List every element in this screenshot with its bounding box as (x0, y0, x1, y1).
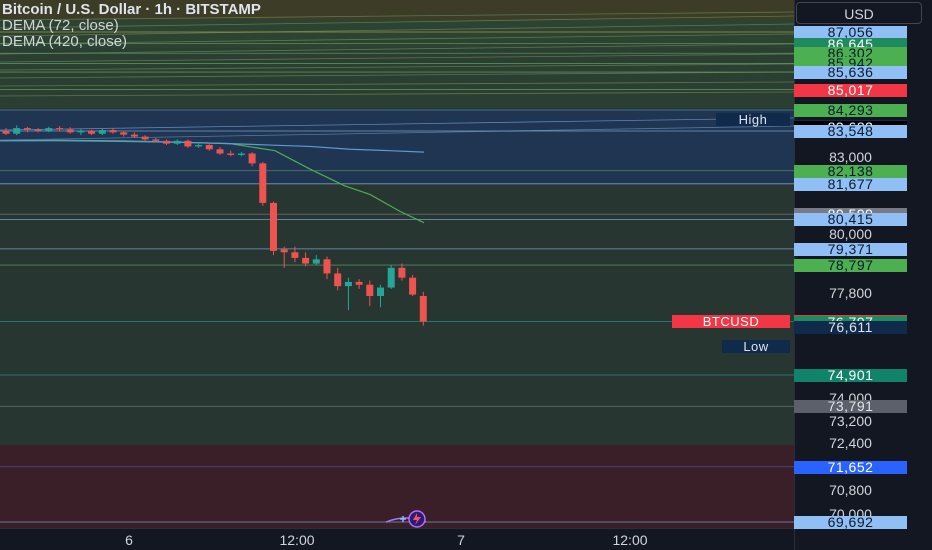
price-tick: 77,800 (829, 285, 872, 301)
symbol-label: BTCUSD (672, 315, 790, 328)
zone-band (0, 183, 794, 445)
price-level-label: 73,791 (794, 399, 907, 414)
price-level-label: 71,652 (794, 460, 907, 474)
dema-420-line (0, 139, 425, 153)
time-tick: 12:00 (612, 532, 648, 548)
price-tick: 80,000 (829, 226, 872, 242)
trend-line (0, 15, 794, 29)
logo-icon[interactable] (386, 510, 448, 528)
candle-body (13, 128, 21, 134)
price-level-label: 79,371 (794, 242, 907, 256)
trend-line (0, 63, 794, 71)
candle-body (409, 277, 417, 295)
low-label: Low (722, 340, 790, 353)
candle-body (23, 128, 31, 130)
price-level-label: 85,017 (794, 83, 907, 97)
dema-72-label[interactable]: DEMA (72, close) (2, 17, 119, 34)
price-tick: 70,800 (829, 482, 872, 498)
time-axis[interactable] (0, 528, 794, 550)
price-level-label: 84,293 (794, 103, 907, 117)
time-tick: 6 (125, 532, 133, 548)
candle-body (248, 153, 256, 164)
candle-body (34, 129, 42, 131)
candle-body (237, 153, 245, 155)
candle-body (227, 153, 235, 155)
candle-body (205, 145, 213, 150)
dema-72-line (0, 140, 425, 224)
candle-body (77, 130, 85, 133)
candle-body (323, 259, 331, 274)
price-level-label: 82,138 (794, 164, 907, 178)
price-level-label: 86,302 (794, 46, 907, 61)
candle-body (152, 139, 160, 141)
trend-line (0, 33, 794, 45)
trend-line (0, 117, 794, 131)
price-chart-svg[interactable] (0, 0, 794, 528)
candle-body (120, 132, 128, 135)
trend-line (0, 53, 794, 63)
candle-body (163, 140, 170, 144)
trend-line (0, 81, 794, 87)
candle-body (88, 130, 96, 134)
candle-body (419, 296, 427, 322)
candle-body (259, 163, 267, 203)
candle-body (280, 249, 288, 253)
price-level-label: 80,415 (794, 212, 907, 227)
candle-body (184, 140, 192, 147)
candle-body (377, 287, 384, 297)
candle-body (98, 130, 106, 134)
currency-button[interactable]: USD (796, 2, 922, 24)
candle-body (334, 273, 342, 287)
price-level-label: 74,901 (794, 368, 907, 382)
price-level-label: 76,611 (794, 320, 907, 334)
chart-plot-area[interactable] (0, 0, 794, 528)
price-tick: 83,000 (829, 149, 872, 165)
time-tick: 7 (457, 532, 465, 548)
trend-line (0, 91, 794, 97)
time-tick: 12:00 (279, 532, 315, 548)
candle-body (302, 257, 310, 264)
price-level-label: 78,797 (794, 258, 907, 273)
trend-line (0, 23, 794, 37)
highlight-zones (0, 0, 794, 528)
candle-body (141, 136, 149, 140)
candle-body (216, 149, 224, 154)
trend-line (0, 11, 794, 21)
symbol-title[interactable]: Bitcoin / U.S. Dollar · 1h · BITSTAMP (2, 1, 261, 18)
dema-420-label[interactable]: DEMA (420, close) (2, 33, 128, 50)
price-level-label: 81,677 (794, 177, 907, 191)
candle-body (355, 281, 363, 285)
high-label: High (716, 113, 790, 126)
candle-body (387, 267, 395, 288)
candle-body (398, 267, 406, 278)
candle-body (109, 130, 117, 133)
price-level-label: 87,056 (794, 25, 907, 39)
candle-body (56, 128, 63, 130)
candle-body (173, 140, 181, 144)
candle-body (195, 145, 203, 147)
candle-body (344, 281, 352, 287)
candle-body (2, 130, 10, 134)
price-level-label: 83,548 (794, 124, 907, 138)
chart-legend[interactable]: Bitcoin / U.S. Dollar · 1h · BITSTAMP DE… (2, 2, 261, 50)
candle-body (66, 129, 74, 133)
candle-body (291, 252, 299, 258)
candle-body (45, 128, 53, 131)
candle-body (312, 259, 320, 264)
trend-line (0, 43, 794, 55)
trend-line (0, 71, 794, 79)
candle-body (366, 284, 374, 297)
candle-body (130, 134, 138, 137)
price-level-label: 85,636 (794, 65, 907, 80)
zone-band (0, 0, 794, 20)
candle-body (270, 202, 277, 251)
trend-line (0, 125, 794, 141)
zone-band (0, 445, 794, 528)
price-tick: 72,400 (829, 435, 872, 451)
price-level-label: 69,692 (794, 515, 907, 529)
price-tick: 73,200 (829, 413, 872, 429)
